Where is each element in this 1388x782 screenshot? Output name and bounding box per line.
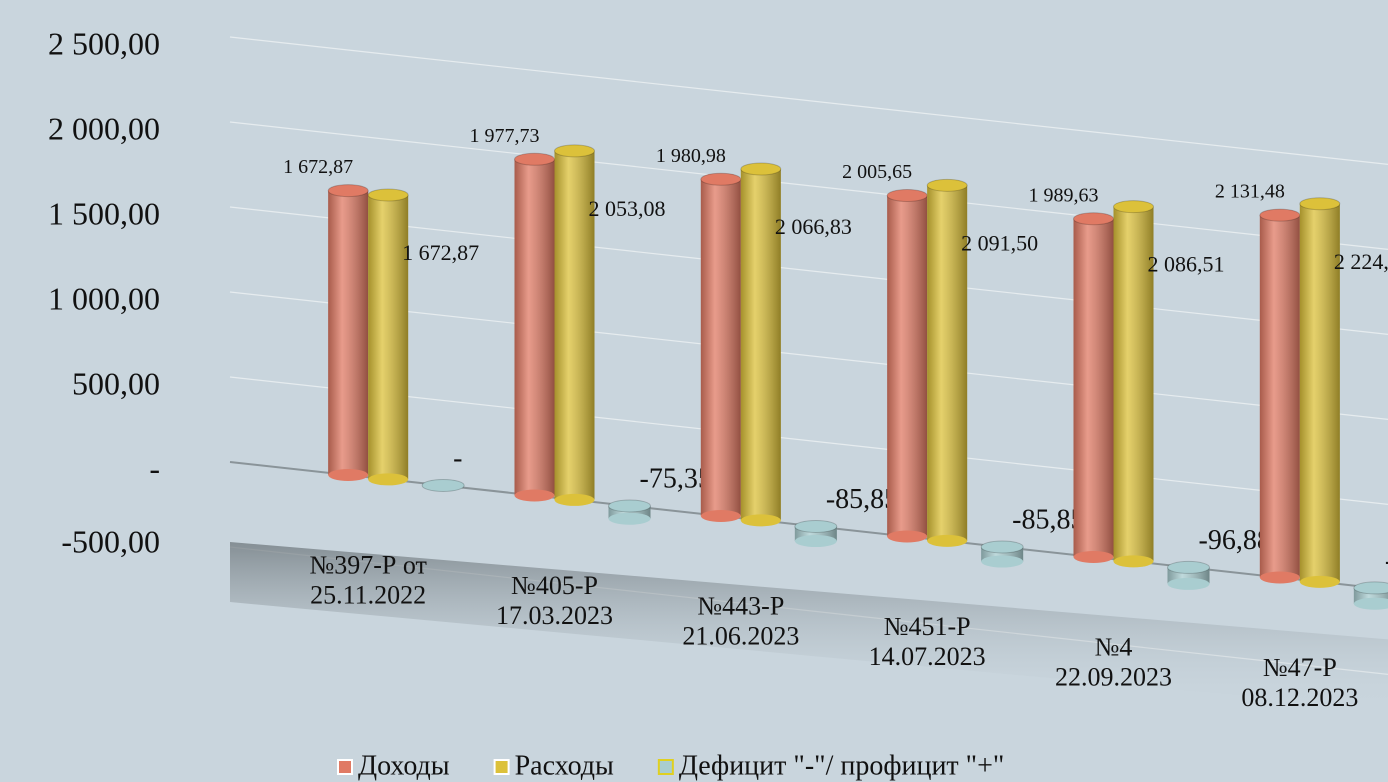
bar-cap: [794, 519, 838, 533]
bar-cap: [740, 162, 782, 176]
data-label: -85,85: [826, 484, 898, 515]
legend-label: Дефицит "-"/ профицит "+": [679, 750, 1004, 781]
x-tick-label: №443-Р: [697, 592, 784, 621]
bar-cap: [700, 172, 742, 186]
y-tick-label: 1 500,00: [48, 195, 160, 231]
data-label: -: [453, 443, 462, 474]
bar-bottom: [740, 514, 781, 527]
x-tick-label: 08.12.2023: [1241, 683, 1358, 712]
data-label: 2 005,65: [842, 161, 912, 183]
bar-cap: [608, 499, 651, 513]
grid-line: [229, 206, 1388, 335]
bar-cap: [1167, 560, 1210, 574]
x-tick-label: №47-Р: [1263, 653, 1337, 682]
bar-bottom: [554, 493, 595, 506]
bar-cap: [514, 152, 555, 166]
data-label: 2 066,83: [775, 214, 852, 239]
bar-shade: [927, 185, 968, 541]
bar-bottom: [1299, 575, 1340, 588]
bar-shade: [1299, 203, 1340, 582]
data-label: -92,93: [1385, 545, 1388, 576]
bar-shade: [554, 150, 595, 500]
bar-cap: [554, 144, 595, 158]
bar-shade: [328, 190, 369, 475]
data-label: -75,35: [640, 463, 712, 494]
floor-shadow: [230, 542, 1388, 710]
x-tick-label: №405-Р: [511, 571, 598, 600]
data-label: 1 989,63: [1029, 184, 1099, 206]
data-label: 2 086,51: [1148, 252, 1225, 277]
bar-bottom: [1167, 577, 1210, 590]
legend-label: Доходы: [358, 750, 450, 781]
legend-swatch: [493, 759, 510, 775]
y-tick-label: 500,00: [72, 365, 160, 401]
bar-bottom: [1353, 597, 1388, 610]
bar-bottom: [1113, 555, 1154, 568]
bar-shade: [1259, 215, 1300, 578]
y-tick-label: 1 000,00: [48, 280, 160, 316]
bar-bottom: [368, 473, 409, 486]
legend-swatch: [337, 759, 353, 775]
bar-bottom: [981, 555, 1024, 568]
bar-cap: [980, 540, 1024, 554]
bar-cap: [1113, 200, 1154, 214]
bar-bottom: [608, 512, 651, 525]
grid-line: [229, 376, 1388, 505]
y-tick-label: 2 000,00: [48, 110, 160, 146]
x-tick-label: 14.07.2023: [869, 642, 986, 671]
bar-cap: [327, 184, 369, 198]
bar-cap: [1073, 212, 1114, 226]
data-label: 2 091,50: [961, 230, 1038, 255]
bar-bottom: [887, 530, 928, 543]
y-tick-label: -: [149, 450, 160, 486]
x-tick-label: 22.09.2023: [1055, 663, 1172, 692]
bar-bottom: [700, 509, 741, 522]
bar-cap: [1353, 581, 1388, 595]
bar-bottom: [794, 535, 837, 548]
data-label: 2 224,41: [1334, 249, 1388, 274]
bar-bottom: [1259, 571, 1300, 584]
data-label: 2 053,08: [589, 196, 666, 221]
bar-bottom: [328, 468, 369, 481]
x-tick-label: №397-Р от: [309, 551, 426, 580]
bar-shade: [1113, 206, 1154, 562]
bar-cap: [886, 189, 928, 203]
data-label: 1 672,87: [283, 156, 353, 178]
x-tick-label: №4: [1095, 633, 1133, 662]
data-label: -96,88: [1199, 525, 1271, 556]
bar-bottom: [1073, 550, 1114, 563]
grid-line: [229, 121, 1388, 250]
bar-bottom: [514, 489, 555, 502]
y-tick-label: 2 500,00: [48, 25, 160, 61]
bar-cap: [1299, 197, 1341, 211]
data-label: 1 980,98: [656, 145, 726, 167]
x-tick-label: №451-Р: [884, 612, 971, 641]
bar-cap: [367, 188, 409, 202]
grid-line: [229, 36, 1388, 165]
x-tick-label: 25.11.2022: [310, 581, 426, 610]
bar-shade: [700, 179, 741, 516]
legend-label: Расходы: [515, 750, 614, 781]
x-tick-label: 21.06.2023: [682, 622, 799, 651]
y-tick-label: -500,00: [61, 523, 160, 559]
grid-line: [229, 291, 1388, 420]
data-label: 1 977,73: [470, 125, 540, 147]
bar-cap: [421, 478, 465, 492]
bar-shade: [368, 195, 409, 480]
data-label: 2 131,48: [1215, 181, 1285, 203]
bar-shade: [1073, 218, 1114, 557]
bar-cap: [1259, 208, 1301, 222]
bar-shade: [514, 159, 555, 496]
x-tick-label: 17.03.2023: [496, 601, 613, 630]
data-label: -85,85: [1012, 504, 1084, 535]
bar-shade: [740, 169, 781, 521]
bar-shade: [887, 195, 928, 537]
data-label: 1 672,87: [402, 240, 479, 265]
bar-cap: [926, 178, 968, 192]
bar-bottom: [927, 534, 968, 547]
legend-swatch: [657, 759, 674, 775]
